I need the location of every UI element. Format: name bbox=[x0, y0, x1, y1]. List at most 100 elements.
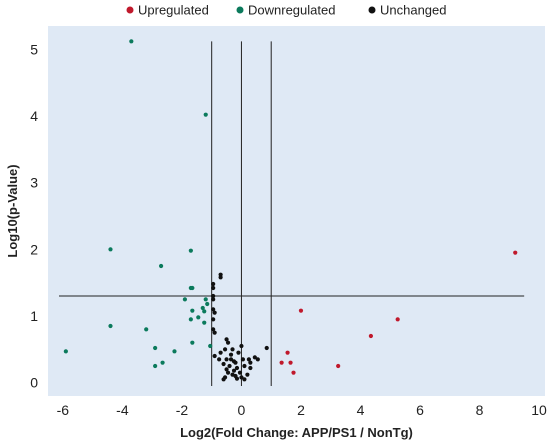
downregulated-point bbox=[63, 349, 68, 354]
y-tick-label: 4 bbox=[30, 108, 38, 124]
legend-label-downregulated: Downregulated bbox=[248, 3, 335, 18]
x-tick-label: -6 bbox=[57, 402, 70, 418]
downregulated-point bbox=[196, 315, 201, 320]
x-tick-label: 6 bbox=[416, 402, 424, 418]
downregulated-point bbox=[190, 285, 195, 291]
x-tick-label: -4 bbox=[116, 402, 129, 418]
legend-label-upregulated: Upregulated bbox=[138, 3, 209, 18]
unchanged-point bbox=[252, 355, 257, 360]
downregulated-point bbox=[188, 248, 193, 253]
downregulated-point bbox=[205, 301, 210, 307]
unchanged-point bbox=[211, 285, 216, 291]
unchanged-point bbox=[211, 307, 216, 312]
unchanged-point bbox=[239, 343, 244, 349]
unchanged-point bbox=[211, 327, 216, 332]
unchanged-point bbox=[230, 347, 235, 352]
unchanged-point bbox=[211, 317, 216, 322]
unchanged-point bbox=[224, 357, 229, 362]
legend-marker-upregulated bbox=[126, 6, 134, 14]
unchanged-point bbox=[242, 377, 247, 382]
x-tick-label: 4 bbox=[357, 402, 365, 418]
unchanged-point bbox=[255, 357, 260, 362]
unchanged-point bbox=[218, 350, 223, 355]
unchanged-point bbox=[237, 370, 243, 375]
downregulated-point bbox=[190, 340, 195, 345]
unchanged-point bbox=[233, 360, 238, 365]
unchanged-point bbox=[234, 376, 240, 381]
unchanged-point bbox=[239, 375, 244, 380]
upregulated-point bbox=[288, 360, 293, 365]
upregulated-point bbox=[395, 317, 400, 322]
unchanged-point bbox=[211, 297, 216, 302]
unchanged-point bbox=[245, 372, 250, 377]
x-axis-label: Log2(Fold Change: APP/PS1 / NonTg) bbox=[180, 425, 413, 440]
downregulated-point bbox=[160, 360, 165, 365]
unchanged-point bbox=[231, 368, 237, 373]
unchanged-point bbox=[248, 365, 253, 371]
y-axis-label: Log10(p-Value) bbox=[5, 164, 20, 257]
x-tick-label: 8 bbox=[476, 402, 484, 418]
x-axis-ticks: -6 -4 -2 0 2 4 6 8 10 bbox=[57, 402, 547, 418]
upregulated-point bbox=[368, 333, 374, 339]
downregulated-point bbox=[203, 112, 208, 117]
downregulated-point bbox=[108, 247, 113, 252]
y-tick-label: 3 bbox=[30, 175, 38, 191]
unchanged-point bbox=[242, 363, 247, 369]
downregulated-point bbox=[153, 363, 158, 369]
unchanged-point bbox=[221, 377, 226, 382]
unchanged-point bbox=[212, 330, 217, 335]
downregulated-point bbox=[158, 263, 164, 269]
legend-marker-unchanged bbox=[368, 6, 376, 14]
y-tick-label: 2 bbox=[30, 241, 38, 257]
x-tick-label: 10 bbox=[531, 402, 547, 418]
x-tick-label: 0 bbox=[238, 402, 246, 418]
unchanged-point bbox=[217, 357, 222, 362]
upregulated-point bbox=[285, 350, 290, 355]
legend: Upregulated Downregulated Unchanged bbox=[126, 3, 447, 18]
unchanged-point bbox=[246, 357, 251, 362]
unchanged-point bbox=[225, 340, 231, 345]
downregulated-point bbox=[202, 309, 207, 314]
plot-area bbox=[48, 26, 545, 396]
downregulated-point bbox=[208, 343, 213, 349]
data-points bbox=[63, 39, 518, 382]
unchanged-point bbox=[222, 347, 228, 352]
y-axis-ticks: 0 1 2 3 4 5 bbox=[30, 41, 38, 390]
downregulated-point bbox=[188, 317, 193, 322]
unchanged-point bbox=[221, 361, 226, 367]
legend-marker-downregulated bbox=[236, 6, 244, 14]
unchanged-point bbox=[236, 350, 241, 355]
upregulated-point bbox=[279, 360, 284, 365]
downregulated-point bbox=[190, 308, 195, 313]
y-tick-label: 1 bbox=[30, 308, 38, 324]
upregulated-point bbox=[336, 363, 341, 369]
downregulated-point bbox=[144, 327, 149, 332]
unchanged-point bbox=[211, 281, 216, 287]
downregulated-point bbox=[172, 349, 177, 354]
upregulated-point bbox=[298, 308, 304, 313]
x-tick-label: -2 bbox=[176, 402, 189, 418]
legend-label-unchanged: Unchanged bbox=[380, 3, 447, 18]
y-tick-label: 0 bbox=[30, 375, 38, 391]
unchanged-point bbox=[234, 365, 240, 371]
downregulated-point bbox=[202, 320, 207, 325]
downregulated-point bbox=[153, 345, 158, 351]
downregulated-point bbox=[129, 39, 134, 44]
downregulated-point bbox=[182, 297, 187, 302]
unchanged-point bbox=[225, 370, 231, 375]
unchanged-point bbox=[248, 360, 253, 365]
unchanged-point bbox=[240, 357, 246, 362]
downregulated-point bbox=[203, 297, 208, 302]
unchanged-point bbox=[212, 310, 217, 315]
x-tick-label: 2 bbox=[297, 402, 305, 418]
downregulated-point bbox=[108, 323, 113, 329]
y-tick-label: 5 bbox=[30, 41, 38, 57]
unchanged-point bbox=[224, 337, 229, 342]
upregulated-point bbox=[513, 250, 518, 255]
unchanged-point bbox=[228, 357, 234, 362]
unchanged-point bbox=[212, 353, 217, 359]
unchanged-point bbox=[228, 352, 234, 357]
upregulated-point bbox=[291, 370, 296, 375]
unchanged-point bbox=[264, 345, 269, 351]
